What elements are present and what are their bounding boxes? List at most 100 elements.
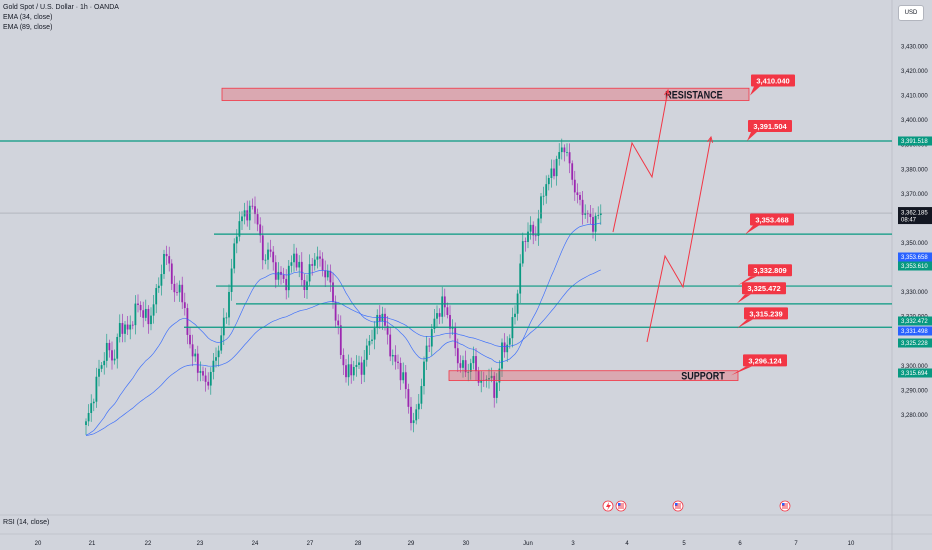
lightning-icon: [602, 500, 614, 512]
candle-body: [98, 368, 100, 377]
candle-body: [352, 366, 355, 376]
candle-body: [274, 262, 277, 280]
candle-body: [108, 342, 111, 351]
candle-body: [196, 353, 199, 373]
candle-body: [558, 152, 561, 159]
candle-body: [446, 307, 449, 316]
candle-body: [202, 371, 204, 376]
candle-body: [259, 224, 262, 236]
candle-body: [394, 355, 397, 362]
candle-body: [581, 199, 584, 215]
annotation-text: 3,391.504: [753, 122, 787, 131]
candle-body: [150, 315, 152, 325]
candle-body: [121, 323, 124, 334]
candle-body: [95, 376, 98, 402]
price-axis-background: [892, 0, 932, 550]
candle-body: [139, 304, 142, 311]
price-tag-label: 3,315.694: [901, 371, 928, 377]
price-tick-label: 3,420.000: [901, 69, 928, 75]
time-tick-label: 21: [89, 541, 96, 547]
flag-icon-stripe: [782, 505, 788, 507]
annotation-pointer: [731, 366, 752, 376]
price-tick-label: 3,350.000: [901, 241, 928, 247]
last-price-value: 3,362.185: [901, 211, 928, 217]
price-tag-label: 3,353.658: [901, 255, 928, 261]
candle-body: [134, 303, 137, 326]
candle-body: [545, 184, 548, 196]
price-tag-label: 3,325.228: [901, 341, 928, 347]
candle-body: [316, 256, 319, 260]
candle-body: [319, 256, 321, 259]
candle-body: [334, 301, 337, 321]
flag-icon-canton: [782, 503, 785, 506]
candle-body: [391, 355, 394, 357]
candle-body: [126, 324, 129, 330]
candle-body: [423, 361, 425, 387]
candle-body: [290, 262, 293, 266]
price-axis-tags: 3,391.518 3,353.658 3,353.610 3,332.472 3,33…: [898, 136, 932, 378]
candle-body: [443, 296, 446, 308]
candle-body: [186, 308, 189, 335]
candle-body: [503, 342, 506, 353]
rsi-label[interactable]: RSI (14, close): [3, 519, 50, 526]
candle-body: [220, 335, 223, 351]
candle-body: [560, 147, 563, 153]
ema-89-line: [85, 269, 601, 437]
candle-body: [449, 315, 451, 329]
candle-body: [469, 363, 472, 372]
ema-34-label[interactable]: EMA (34, close): [3, 14, 53, 21]
candle-body: [534, 235, 537, 237]
candle-body: [441, 296, 444, 317]
candle-body: [490, 375, 493, 379]
price-tick-label: 3,330.000: [901, 290, 928, 296]
currency-button[interactable]: USD: [898, 5, 924, 21]
candle-body: [280, 271, 282, 275]
candle-body: [113, 358, 116, 361]
candle-body: [571, 163, 574, 180]
price-tick-label: 3,390.000: [901, 143, 928, 149]
projection-path-lower-arrowhead: [707, 135, 714, 143]
time-tick-label: 5: [682, 541, 686, 547]
candle-body: [373, 328, 376, 340]
candle-body: [597, 215, 600, 216]
candle-body: [332, 282, 334, 302]
annotation-text: 3,410.040: [756, 77, 789, 86]
candles: [85, 138, 602, 435]
price-tag-box: [898, 316, 932, 326]
time-tick-label: Jun: [523, 541, 533, 547]
symbol-title[interactable]: Gold Spot / U.S. Dollar · 1h · OANDA: [3, 4, 119, 11]
price-annotation: 3,325.472: [737, 282, 786, 304]
candle-body: [303, 280, 306, 291]
time-tick-label: 29: [408, 541, 415, 547]
candle-body: [85, 421, 87, 426]
candle-body: [386, 325, 389, 335]
candle-body: [586, 213, 589, 215]
candle-body: [163, 253, 165, 275]
candle-body: [111, 350, 113, 361]
annotation-pointer: [747, 132, 757, 142]
candle-body: [428, 345, 431, 347]
ema-89-label[interactable]: EMA (89, close): [3, 24, 53, 31]
candle-body: [462, 360, 464, 368]
candle-body: [420, 386, 423, 404]
candle-body: [529, 224, 532, 232]
ema-lines: [85, 222, 601, 437]
candle-body: [399, 362, 402, 381]
candle-body: [417, 403, 420, 410]
candle-body: [100, 365, 103, 369]
candle-body: [181, 284, 184, 303]
annotation-box: [748, 120, 792, 133]
candle-body: [207, 381, 210, 386]
candle-body: [363, 359, 366, 375]
price-tag: 3,315.694: [898, 368, 932, 378]
price-tick-label: 3,280.000: [901, 413, 928, 419]
candle-body: [540, 196, 542, 219]
candle-body: [199, 371, 202, 373]
flag-icon-stripe: [618, 507, 624, 509]
annotation-pointer: [750, 86, 760, 96]
price-annotation: 3,353.468: [745, 213, 794, 235]
candle-body: [87, 412, 90, 422]
candle-body: [269, 249, 272, 252]
candle-body: [189, 334, 191, 345]
